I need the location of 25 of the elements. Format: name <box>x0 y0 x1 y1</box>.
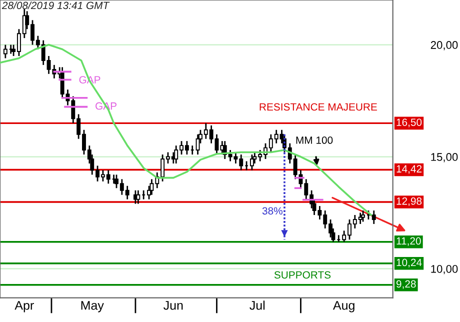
candlestick <box>3 44 8 59</box>
candlestick <box>250 154 254 171</box>
y-tick-label: 15,00 <box>431 153 458 162</box>
candlestick <box>361 210 366 222</box>
y-tick-label: 20,00 <box>430 41 458 50</box>
ref-line-label: 14,42 <box>396 165 422 174</box>
candlestick <box>136 190 140 204</box>
ref-line-label: 9,28 <box>396 280 416 289</box>
ref-line-label: 11,20 <box>396 237 421 246</box>
ref-line-label: 10,24 <box>396 258 422 268</box>
x-tick-label: Apr <box>14 301 34 312</box>
x-tick-label: Aug <box>332 301 354 312</box>
candlestick <box>196 134 200 156</box>
annotation: 28/08/2019 13:41 GMT <box>2 1 110 10</box>
annotation: SUPPORTS <box>274 271 331 279</box>
ref-line-label: 16,50 <box>396 118 422 128</box>
annotation: MM 100 <box>296 136 333 144</box>
x-tick-label: May <box>81 301 104 312</box>
candlestick <box>372 210 376 225</box>
annotation: 38% <box>262 207 282 215</box>
ref-line-label: 12,98 <box>396 197 422 206</box>
y-tick-label: 10,00 <box>431 265 458 274</box>
annotation: RESISTANCE MAJEURE <box>260 103 377 111</box>
x-tick-label: Jul <box>250 300 265 310</box>
x-tick-label: Jun <box>164 301 183 310</box>
